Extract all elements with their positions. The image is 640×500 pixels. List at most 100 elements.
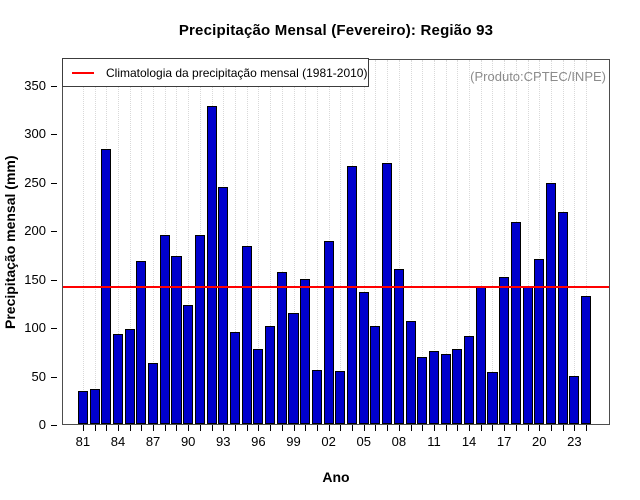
gridline — [363, 60, 365, 424]
bar — [346, 166, 358, 424]
x-tick-mark — [515, 425, 517, 431]
y-tick-label: 250 — [24, 174, 46, 190]
y-tick-label: 50 — [31, 368, 46, 384]
x-tick-label: 02 — [321, 434, 336, 449]
x-tick-mark — [176, 425, 178, 431]
gridline — [316, 60, 318, 424]
x-tick-mark — [106, 425, 108, 431]
bar — [393, 269, 404, 424]
year-slot: 99 — [286, 60, 301, 449]
year-slot — [124, 60, 136, 431]
bar — [323, 240, 334, 424]
x-tick-mark — [246, 425, 248, 431]
y-tick-label: 150 — [24, 271, 46, 287]
bar — [159, 235, 170, 424]
legend-label: Climatologia da precipitação mensal (198… — [106, 65, 368, 80]
bar — [499, 276, 510, 424]
x-tick-label: 81 — [75, 434, 91, 449]
bar — [510, 221, 521, 424]
x-tick-mark — [433, 425, 435, 431]
year-slot: 08 — [392, 60, 406, 449]
gridline — [340, 60, 342, 424]
year-slot — [100, 60, 112, 431]
x-tick-label: 05 — [356, 434, 371, 449]
year-slot: 02 — [321, 60, 336, 449]
bar — [311, 369, 322, 424]
x-tick-mark — [234, 425, 236, 431]
year-slot — [405, 60, 417, 431]
year-slot — [299, 60, 311, 431]
bar — [358, 292, 369, 424]
bar — [382, 162, 393, 424]
year-slot — [346, 60, 358, 431]
x-tick-mark — [445, 425, 447, 431]
gridline — [433, 60, 435, 424]
gridline — [82, 60, 84, 424]
x-tick-mark — [527, 425, 529, 431]
product-credit: (Produto:CPTEC/INPE) — [470, 69, 606, 84]
bar — [475, 287, 486, 424]
x-tick-label: 99 — [286, 434, 301, 449]
year-slot — [206, 60, 218, 431]
x-tick-mark — [550, 425, 552, 431]
gridline — [410, 60, 412, 424]
bar — [229, 332, 241, 424]
year-slot — [89, 60, 101, 431]
bar — [569, 375, 580, 424]
x-tick-mark — [281, 425, 283, 431]
gridline — [469, 60, 471, 424]
gridline — [398, 60, 400, 424]
x-tick-label: 17 — [496, 434, 512, 449]
y-tick-mark — [51, 134, 57, 136]
y-tick-mark — [51, 376, 57, 378]
year-slot — [264, 60, 276, 431]
year-slot — [440, 60, 452, 431]
y-tick-label: 300 — [24, 126, 46, 142]
bar — [218, 186, 229, 424]
x-tick-mark — [340, 425, 342, 431]
x-tick-mark — [223, 425, 225, 431]
gridline — [504, 60, 506, 424]
bar — [89, 389, 100, 424]
year-slot: 84 — [111, 60, 125, 449]
bar — [370, 326, 381, 424]
year-slot: 96 — [251, 60, 266, 449]
y-tick-mark — [51, 86, 57, 87]
bar — [253, 348, 264, 424]
x-tick-mark — [211, 425, 213, 431]
bar — [265, 326, 276, 424]
gridline — [234, 60, 236, 424]
x-tick-label: 08 — [391, 434, 407, 449]
gridline — [176, 60, 178, 424]
x-tick-mark — [422, 425, 424, 431]
year-slot — [194, 60, 206, 431]
gridline — [574, 60, 576, 424]
gridline — [246, 60, 248, 424]
year-slot: 81 — [76, 60, 90, 449]
gridline — [129, 60, 131, 424]
year-slot — [522, 60, 534, 431]
x-tick-mark — [504, 425, 506, 431]
bar — [183, 304, 194, 424]
gridline — [153, 60, 155, 424]
x-tick-mark — [375, 425, 377, 431]
gridline — [527, 60, 529, 424]
x-tick-mark — [387, 425, 389, 431]
year-slot — [580, 60, 592, 431]
x-tick-mark — [270, 425, 272, 431]
x-tick-label: 11 — [427, 434, 441, 449]
climatology-line — [63, 285, 609, 288]
x-tick-label: 23 — [567, 434, 582, 449]
y-tick-mark — [51, 328, 57, 330]
x-tick-mark — [305, 425, 307, 431]
year-slot: 20 — [532, 60, 547, 449]
bar — [171, 256, 182, 424]
x-tick-mark — [82, 425, 84, 431]
year-slot — [276, 60, 288, 431]
x-tick-mark — [258, 425, 260, 431]
y-tick-mark — [51, 279, 57, 281]
bar — [452, 349, 463, 424]
gridline — [270, 60, 272, 424]
year-slot — [334, 60, 346, 431]
year-slot — [171, 60, 183, 431]
